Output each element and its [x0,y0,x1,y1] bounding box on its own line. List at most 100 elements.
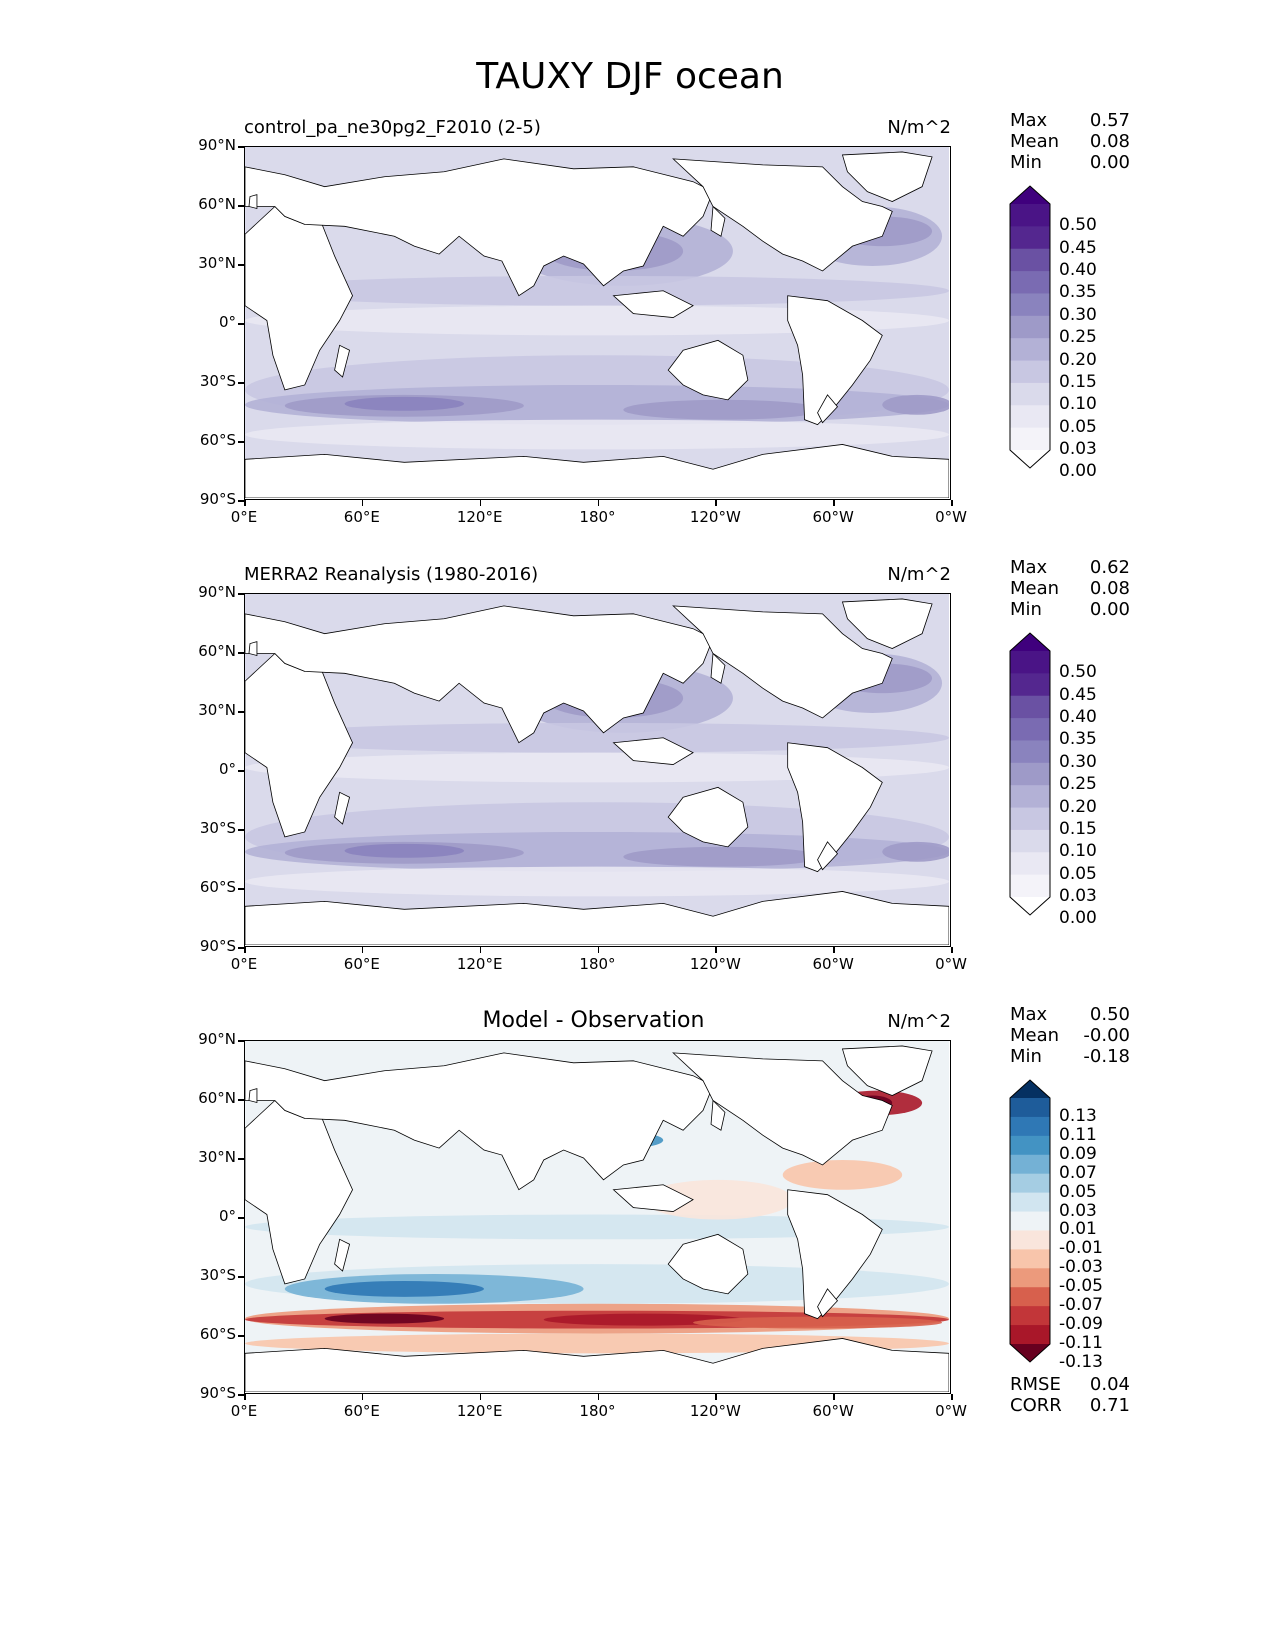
y-tick-mark [238,947,244,949]
colorbar-tick-label: 0.35 [1059,729,1097,750]
land-uk [248,641,258,656]
colorbar-segment [1010,226,1050,250]
land-madagascar [334,1238,351,1272]
colorbar-segment [1010,1268,1050,1288]
stat-max-value: 0.57 [1089,110,1130,131]
colorbar-segment [1010,1211,1050,1231]
stat-corr-value: 0.71 [1089,1395,1130,1416]
x-tick-mark [597,1394,599,1400]
colorbar-segment [1010,651,1050,674]
stat-max-label: Max [1010,557,1048,578]
panel-title: control_pa_ne30pg2_F2010 (2-5) [244,117,541,138]
colorbar-tick-label: -0.09 [1059,1314,1103,1335]
colorbar-segment [1010,1230,1050,1250]
colorbar-segment [1010,427,1050,451]
y-tick-label: 60°S [199,878,236,896]
colorbar-extend-max [1010,186,1050,204]
colorbar-tick-label: 0.10 [1059,394,1097,415]
stat-corr-label: CORR [1010,1395,1062,1416]
y-tick-label: 30°N [198,254,236,272]
y-tick-label: 30°S [199,819,236,837]
x-tick-mark [597,947,599,953]
stat-rmse-label: RMSE [1010,1374,1061,1395]
colorbar-segment [1010,1325,1050,1345]
colorbar-tick-label: 0.10 [1059,841,1097,862]
x-tick-label: 60°W [812,508,854,526]
land-nz [817,841,839,871]
x-tick-mark [244,947,246,953]
y-tick-label: 30°N [198,701,236,719]
colorbar-tick-label: 0.09 [1059,1143,1097,1164]
colorbar-tick-label: 0.50 [1059,662,1097,683]
land-australia [667,339,749,401]
colorbar-outline [1009,632,1051,916]
colorbar-tick-label: 0.40 [1059,260,1097,281]
y-tick-mark [238,652,244,654]
colorbar-segment [1010,204,1050,227]
land-japan [710,1099,726,1131]
x-tick-label: 60°W [812,1402,854,1420]
x-tick-label: 0°E [230,955,258,973]
field-contour [324,1280,484,1297]
map-frame [244,146,951,500]
land-namerica [672,158,893,272]
y-tick-label: 60°N [198,195,236,213]
y-tick-label: 60°N [198,1089,236,1107]
land-indonesia [612,290,694,318]
land-greenland [841,151,933,202]
x-tick-label: 60°E [343,955,380,973]
colorbar-segment [1010,807,1050,831]
x-tick-label: 0°E [230,508,258,526]
field-contour [344,396,465,411]
y-tick-label: 30°S [199,1266,236,1284]
field-contour [623,399,823,420]
y-tick-label: 0° [218,313,236,331]
x-tick-label: 0°W [935,1402,967,1420]
colorbar-outline [1009,1079,1051,1363]
panel-units: N/m^2 [887,564,951,585]
colorbar-tick-label: 0.00 [1059,461,1097,482]
field-contour [882,394,949,415]
land-indonesia [612,1184,694,1212]
colorbar-tick-label: -0.03 [1059,1257,1103,1278]
land-nz [817,1288,839,1318]
stat-row: Min 0.00 [1010,599,1130,621]
colorbar-tick-label: 0.20 [1059,349,1097,370]
land-greenland [841,1045,933,1096]
stat-min-label: Min [1010,1046,1042,1067]
land-eurasia [245,605,714,744]
panel-units: N/m^2 [887,117,951,138]
colorbar-tick-label: 0.05 [1059,863,1097,884]
y-tick-mark [238,205,244,207]
colorbar-segment [1010,1192,1050,1213]
y-tick-mark [238,146,244,148]
map-frame [244,1040,951,1394]
colorbar-segment [1010,1306,1050,1326]
y-tick-label: 30°N [198,1148,236,1166]
x-tick-mark [715,500,717,506]
stat-mean-value: 0.08 [1089,131,1130,152]
colorbar-tick-label: 0.30 [1059,751,1097,772]
land-australia [667,1233,749,1295]
map-frame [244,593,951,947]
x-tick-mark [361,1394,364,1400]
colorbar-tick-label: 0.11 [1059,1124,1097,1145]
x-tick-mark [479,1394,482,1400]
field-contour [324,1313,445,1324]
x-tick-label: 180° [579,955,616,973]
x-tick-label: 180° [579,1402,616,1420]
colorbar-tick-label: 0.40 [1059,707,1097,728]
colorbar [1009,185,1051,469]
y-tick-label: 0° [218,760,236,778]
land-eurasia [245,158,714,297]
stat-max-label: Max [1010,110,1048,131]
colorbar-segment [1010,762,1050,786]
colorbar-segment [1010,1287,1050,1307]
y-tick-label: 90°N [198,1030,236,1048]
colorbar-extend-max [1010,1080,1050,1098]
colorbar-segment [1010,248,1050,272]
colorbar-segment [1010,293,1050,317]
colorbar-tick-label: 0.00 [1059,908,1097,929]
y-tick-label: 60°S [199,431,236,449]
colorbar-segment [1010,785,1050,809]
